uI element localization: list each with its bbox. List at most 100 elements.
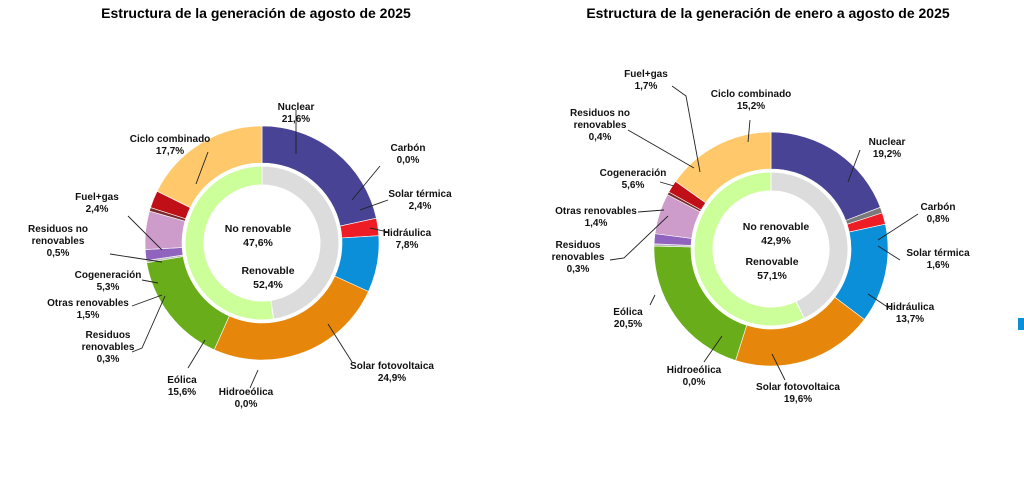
leader-line-carbon — [877, 213, 919, 241]
label-eolica-name: Eólica — [167, 375, 197, 386]
leader-line-fuel-gas — [127, 215, 163, 251]
leader-line-solar-fotovoltaica — [771, 353, 786, 381]
label-ciclo-combinado-value: 15,2% — [737, 101, 765, 112]
label-hidraulica-value: 13,7% — [896, 314, 924, 325]
outer-slice-ciclo-combinado — [675, 131, 772, 204]
inner-label-no-renovable-name: No renovable — [225, 223, 292, 235]
inner-label-renovable-name: Renovable — [745, 256, 798, 268]
label-solar-termica-value: 2,4% — [409, 201, 432, 212]
donut-hole — [714, 192, 828, 306]
chart-title-jan-aug: Estructura de la generación de enero a a… — [586, 5, 950, 21]
label-nuclear-name: Nuclear — [869, 137, 906, 148]
outer-slice-ciclo-combinado — [156, 125, 263, 208]
inner-label-renovable-value: 57,1% — [757, 270, 787, 282]
leader-line-cogeneracion — [659, 181, 675, 187]
inner-label-renovable-name: Renovable — [241, 265, 294, 277]
label-ciclo-combinado-name: Ciclo combinado — [130, 134, 211, 145]
leader-line-hidraulica — [369, 227, 389, 233]
label-eolica-value: 15,6% — [168, 387, 196, 398]
leader-line-otras-renovables — [131, 294, 163, 307]
label-hidroeolica-name: Hidroeólica — [219, 387, 274, 398]
label-fuel-gas-value: 1,7% — [635, 81, 658, 92]
leader-line-residuos-no-renovables — [627, 129, 695, 169]
label-carbon-name: Carbón — [921, 202, 956, 213]
label-residuos-no-renovables-name: Residuos no — [28, 224, 88, 235]
leader-line-ciclo-combinado — [747, 119, 751, 143]
label-fuel-gas-name: Fuel+gas — [75, 192, 119, 203]
label-solar-fotovoltaica-value: 24,9% — [378, 373, 406, 384]
donut-hole — [205, 186, 319, 300]
label-carbon-value: 0,8% — [927, 214, 950, 225]
label-solar-fotovoltaica-value: 19,6% — [784, 394, 812, 405]
label-eolica-name: Eólica — [613, 307, 643, 318]
label-fuel-gas-name: Fuel+gas — [624, 69, 668, 80]
edge-marker — [1018, 318, 1024, 330]
leader-line-solar-termica — [877, 245, 901, 261]
label-cogeneracion-name: Cogeneración — [75, 270, 142, 281]
chart-title-august: Estructura de la generación de agosto de… — [101, 5, 411, 21]
label-residuos-renovables-name: Residuos — [85, 330, 130, 341]
label-cogeneracion-name: Cogeneración — [600, 168, 667, 179]
label-hidroeolica-value: 0,0% — [235, 399, 258, 410]
label-residuos-renovables-value: 0,3% — [97, 354, 120, 365]
leader-line-ciclo-combinado — [195, 151, 209, 185]
inner-label-no-renovable-name: No renovable — [743, 221, 810, 233]
leader-line-hidraulica — [867, 293, 893, 311]
label-nuclear-value: 19,2% — [873, 149, 901, 160]
label-hidraulica-name: Hidráulica — [383, 228, 432, 239]
inner-label-no-renovable-value: 47,6% — [243, 237, 273, 249]
leader-line-eolica — [187, 339, 206, 369]
label-solar-fotovoltaica-name: Solar fotovoltaica — [350, 361, 434, 372]
label-solar-fotovoltaica-name: Solar fotovoltaica — [756, 382, 840, 393]
label-residuos-no-renovables-value: 0,4% — [589, 132, 612, 143]
label-hidraulica-value: 7,8% — [396, 240, 419, 251]
leader-line-eolica — [649, 294, 656, 306]
label-residuos-renovables-name: Residuos — [555, 240, 600, 251]
leader-line-residuos-renovables — [609, 215, 669, 261]
label-nuclear-value: 21,6% — [282, 114, 310, 125]
label-otras-renovables-name: Otras renovables — [47, 298, 129, 309]
label-solar-termica-name: Solar térmica — [906, 248, 970, 259]
label-residuos-no-renovables-name: Residuos no — [570, 108, 630, 119]
leader-line-hidroeolica — [249, 369, 259, 389]
label-nuclear-name: Nuclear — [278, 102, 315, 113]
label-residuos-renovables-name: renovables — [552, 252, 605, 263]
inner-label-no-renovable-value: 42,9% — [761, 235, 791, 247]
label-carbon-value: 0,0% — [397, 155, 420, 166]
leader-line-fuel-gas — [671, 85, 701, 173]
label-residuos-renovables-name: renovables — [82, 342, 135, 353]
label-otras-renovables-value: 1,5% — [77, 310, 100, 321]
label-residuos-no-renovables-name: renovables — [32, 236, 85, 247]
label-eolica-value: 20,5% — [614, 319, 642, 330]
label-hidraulica-name: Hidráulica — [886, 302, 935, 313]
label-cogeneracion-value: 5,6% — [622, 180, 645, 191]
leader-line-cogeneracion — [141, 279, 159, 284]
label-carbon-name: Carbón — [391, 143, 426, 154]
label-hidroeolica-name: Hidroeólica — [667, 365, 722, 376]
inner-slice-renovable — [693, 171, 805, 327]
label-otras-renovables-name: Otras renovables — [555, 206, 637, 217]
label-hidroeolica-value: 0,0% — [683, 377, 706, 388]
leader-line-solar-fotovoltaica — [327, 323, 353, 363]
leader-line-solar-termica — [359, 199, 389, 211]
donut-chart-jan-aug: No renovable42,9%Renovable57,1%Nuclear19… — [552, 69, 971, 405]
leader-line-otras-renovables — [637, 209, 665, 213]
label-cogeneracion-value: 5,3% — [97, 282, 120, 293]
leader-line-nuclear — [847, 149, 861, 183]
label-residuos-no-renovables-value: 0,5% — [47, 248, 70, 259]
inner-slice-renovable — [184, 165, 275, 321]
leader-line-residuos-renovables — [131, 295, 166, 353]
leader-line-residuos-no-renovables — [109, 253, 163, 263]
label-solar-termica-name: Solar térmica — [388, 189, 452, 200]
inner-label-renovable-value: 52,4% — [253, 279, 283, 291]
label-solar-termica-value: 1,6% — [927, 260, 950, 271]
donut-chart-august: No renovable 47,6% Renovable 52,4% Nuclear21… — [28, 102, 452, 410]
label-ciclo-combinado-name: Ciclo combinado — [711, 89, 792, 100]
label-ciclo-combinado-value: 17,7% — [156, 146, 184, 157]
leader-line-carbon — [351, 165, 381, 201]
label-fuel-gas-value: 2,4% — [86, 204, 109, 215]
label-otras-renovables-value: 1,4% — [585, 218, 608, 229]
label-residuos-no-renovables-name: renovables — [574, 120, 627, 131]
leader-line-hidroeolica — [703, 335, 723, 363]
